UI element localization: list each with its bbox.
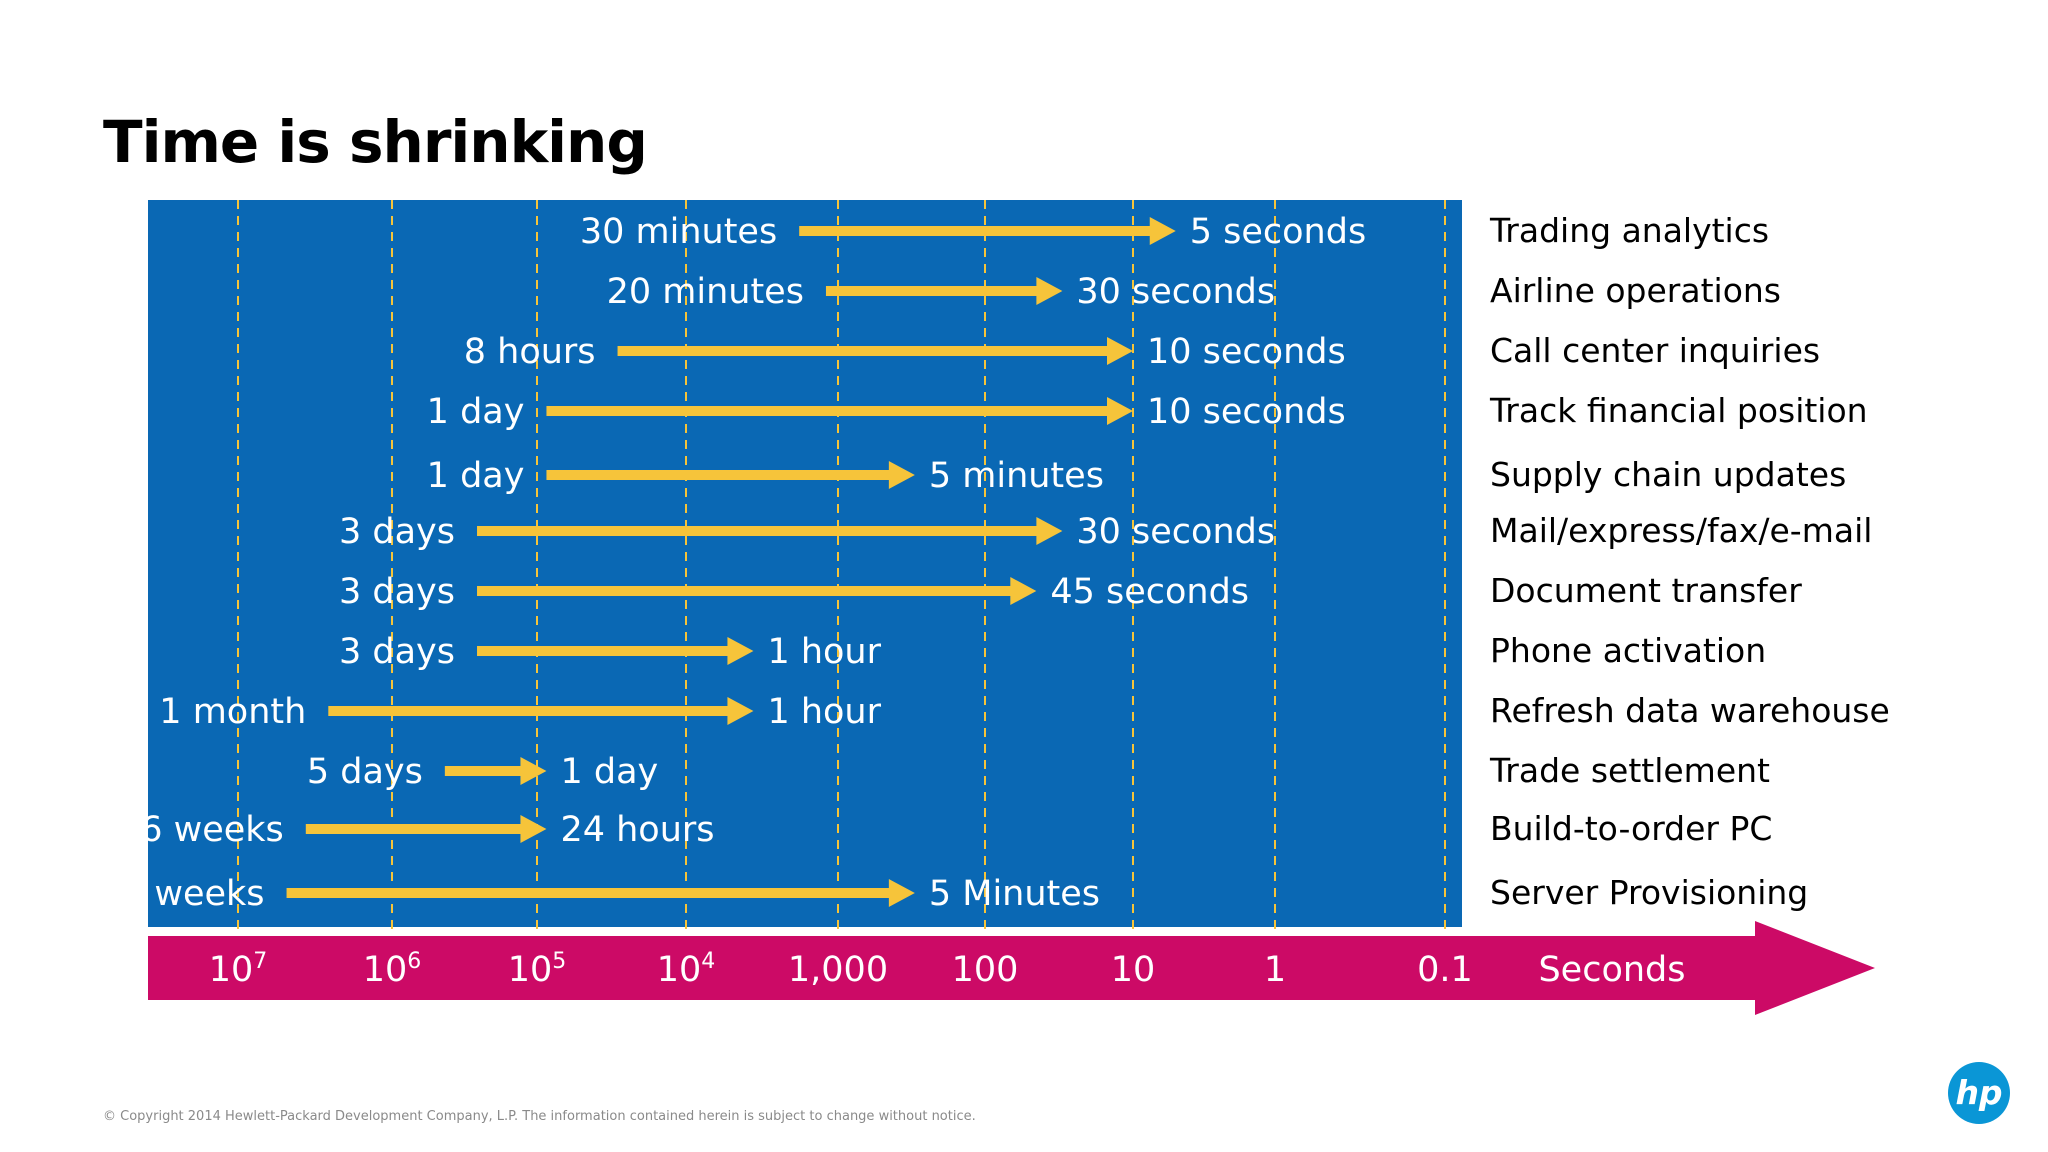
application-label: Call center inquiries [1490, 331, 1820, 370]
hp-logo: hp [1948, 1062, 2010, 1124]
application-label: Trade settlement [1489, 751, 1770, 790]
page-title: Time is shrinking [103, 108, 648, 176]
application-label: Server Provisioning [1490, 873, 1808, 912]
from-label: 3 days [339, 572, 455, 612]
to-label: 10 seconds [1147, 392, 1346, 432]
arrow-shape [546, 397, 1133, 425]
arrow-shape [477, 577, 1037, 605]
to-label: 5 minutes [929, 456, 1104, 496]
to-label: 5 seconds [1190, 212, 1366, 252]
from-label: 3 days [339, 512, 455, 552]
to-label: 24 hours [560, 810, 714, 850]
range-arrow [825, 277, 1063, 305]
range-labels: 30 minutes 5 seconds 20 minutes 30 seconds 8… [121, 212, 1366, 914]
arrow-shape [546, 461, 915, 489]
to-label: 1 hour [767, 632, 881, 672]
copyright-footer: © Copyright 2014 Hewlett-Packard Develop… [103, 1109, 976, 1124]
range-arrow [477, 637, 754, 665]
to-label: 1 day [560, 752, 658, 792]
range-arrow [799, 217, 1176, 245]
to-label: 1 hour [767, 692, 881, 732]
from-label: 5 days [307, 752, 423, 792]
x-tick-label: 100 [952, 950, 1019, 990]
from-label: 20 minutes [607, 272, 804, 312]
application-labels: Trading analytics Airline operations Call … [1489, 211, 1890, 912]
to-label: 10 seconds [1147, 332, 1346, 372]
to-label: 30 seconds [1076, 512, 1275, 552]
application-label: Mail/express/fax/e-mail [1490, 511, 1872, 550]
chart-panel [148, 200, 1462, 927]
application-label: Build-to-order PC [1490, 809, 1772, 848]
range-arrow [444, 757, 547, 785]
application-label: Trading analytics [1489, 211, 1769, 250]
axis-tick-labels: 107 106 105 104 1,000 100 10 1 0.1 [209, 949, 1473, 990]
x-axis-title: Seconds [1538, 950, 1685, 990]
arrow-shape [825, 277, 1063, 305]
application-label: Supply chain updates [1490, 455, 1846, 494]
arrow-shape [328, 697, 754, 725]
from-label: 3 days [339, 632, 455, 672]
arrow-shape [477, 637, 754, 665]
x-tick-label: 1 [1264, 950, 1286, 990]
from-label: 8 hours [464, 332, 596, 372]
from-label: 6 weeks [140, 810, 284, 850]
from-label: 1 day [427, 456, 525, 496]
range-arrow [328, 697, 754, 725]
gridlines [237, 200, 1446, 940]
range-arrow [546, 461, 915, 489]
arrow-shape [286, 879, 915, 907]
range-arrow [617, 337, 1133, 365]
to-label: 45 seconds [1050, 572, 1249, 612]
arrow-shape [799, 217, 1176, 245]
to-label: 30 seconds [1076, 272, 1275, 312]
to-label: 5 Minutes [929, 874, 1100, 914]
range-arrow [546, 397, 1133, 425]
application-label: Track financial position [1489, 391, 1868, 430]
arrow-shape [305, 815, 547, 843]
x-tick-label: 0.1 [1417, 950, 1473, 990]
application-label: Phone activation [1490, 631, 1766, 670]
time-axis-arrow [148, 921, 1875, 1015]
range-arrow [286, 879, 915, 907]
range-arrows [286, 217, 1176, 907]
arrow-shape [444, 757, 547, 785]
range-arrow [305, 815, 547, 843]
from-label: 1 month [159, 692, 306, 732]
from-label: 8 weeks [121, 874, 265, 914]
range-arrow [477, 577, 1037, 605]
arrow-shape [617, 337, 1133, 365]
from-label: 30 minutes [580, 212, 777, 252]
application-label: Refresh data warehouse [1490, 691, 1890, 730]
x-tick-label: 1,000 [788, 950, 888, 990]
x-tick-label: 10 [1111, 950, 1156, 990]
from-label: 1 day [427, 392, 525, 432]
application-label: Airline operations [1490, 271, 1781, 310]
application-label: Document transfer [1490, 571, 1802, 610]
arrow-shape [477, 517, 1063, 545]
range-arrow [477, 517, 1063, 545]
svg-text:hp: hp [1955, 1073, 2002, 1112]
